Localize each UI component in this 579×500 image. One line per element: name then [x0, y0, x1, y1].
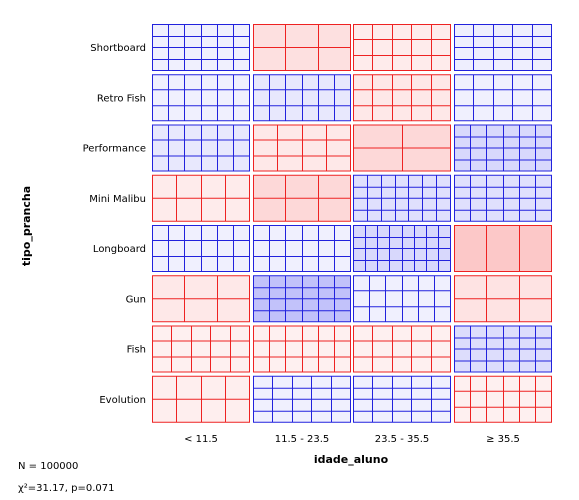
sample-size-text: N = 100000	[18, 461, 79, 472]
cell-gun-11-5	[152, 275, 250, 323]
cell-longboard-23-5-35-5	[353, 225, 451, 272]
cell-fish-35-5	[454, 325, 552, 373]
cell-box	[353, 74, 451, 122]
cell-retro-fish-23-5-35-5	[353, 74, 451, 122]
x-tick-label: < 11.5	[184, 434, 218, 445]
cell-shortboard-35-5	[454, 24, 552, 71]
x-tick-label: 11.5 - 23.5	[275, 434, 330, 445]
chi-square-text: χ²=31.17, p=0.071	[18, 483, 115, 494]
cell-longboard-11-5-23-5	[253, 225, 351, 272]
cell-performance-23-5-35-5	[353, 124, 451, 172]
x-tick-label: 23.5 - 35.5	[375, 434, 430, 445]
y-tick-label: Performance	[83, 144, 146, 155]
cell-fish-11-5	[152, 325, 250, 373]
y-tick-label: Mini Malibu	[89, 194, 146, 205]
cell-shortboard-23-5-35-5	[353, 24, 451, 71]
cell-retro-fish-11-5	[152, 74, 250, 122]
cell-fish-23-5-35-5	[353, 325, 451, 373]
x-axis-title: idade_aluno	[314, 453, 389, 466]
cell-shortboard-11-5-23-5	[253, 24, 351, 71]
cell-evolution-35-5	[454, 375, 552, 423]
sieve-cells	[152, 24, 552, 423]
x-tick-label: ≥ 35.5	[486, 434, 520, 445]
cell-evolution-11-5	[152, 375, 250, 423]
cell-shortboard-11-5	[152, 24, 250, 71]
cell-gun-23-5-35-5	[353, 275, 451, 323]
cell-mini-malibu-23-5-35-5	[353, 174, 451, 222]
cell-longboard-35-5	[454, 225, 552, 272]
cell-box	[152, 325, 250, 373]
cell-evolution-11-5-23-5	[253, 375, 351, 423]
y-tick-label: Shortboard	[90, 43, 146, 54]
x-tick-labels: < 11.5 11.5 - 23.5 23.5 - 35.5 ≥ 35.5	[184, 434, 520, 445]
cell-performance-11-5	[152, 124, 250, 172]
y-tick-label: Evolution	[99, 395, 146, 406]
cell-longboard-11-5	[152, 225, 250, 272]
cell-retro-fish-35-5	[454, 74, 552, 122]
cell-mini-malibu-11-5	[152, 174, 250, 222]
cell-mini-malibu-11-5-23-5	[253, 174, 351, 222]
y-tick-label: Retro Fish	[97, 93, 146, 104]
cell-box	[454, 74, 552, 122]
y-tick-label: Gun	[126, 294, 146, 305]
cell-box	[353, 325, 451, 373]
cell-box	[454, 225, 552, 272]
y-tick-label: Longboard	[93, 244, 146, 255]
cell-performance-35-5	[454, 124, 552, 172]
cell-evolution-23-5-35-5	[353, 375, 451, 423]
cell-performance-11-5-23-5	[253, 124, 351, 172]
cell-gun-11-5-23-5	[253, 275, 351, 323]
cell-box	[353, 24, 451, 71]
cell-fish-11-5-23-5	[253, 325, 351, 373]
cell-retro-fish-11-5-23-5	[253, 74, 351, 122]
cell-gun-35-5	[454, 275, 552, 323]
y-tick-label: Fish	[127, 345, 146, 356]
y-axis-title: tipo_prancha	[20, 186, 33, 266]
cell-mini-malibu-35-5	[454, 174, 552, 222]
y-tick-labels: Shortboard Retro Fish Performance Mini Mali…	[83, 43, 146, 406]
